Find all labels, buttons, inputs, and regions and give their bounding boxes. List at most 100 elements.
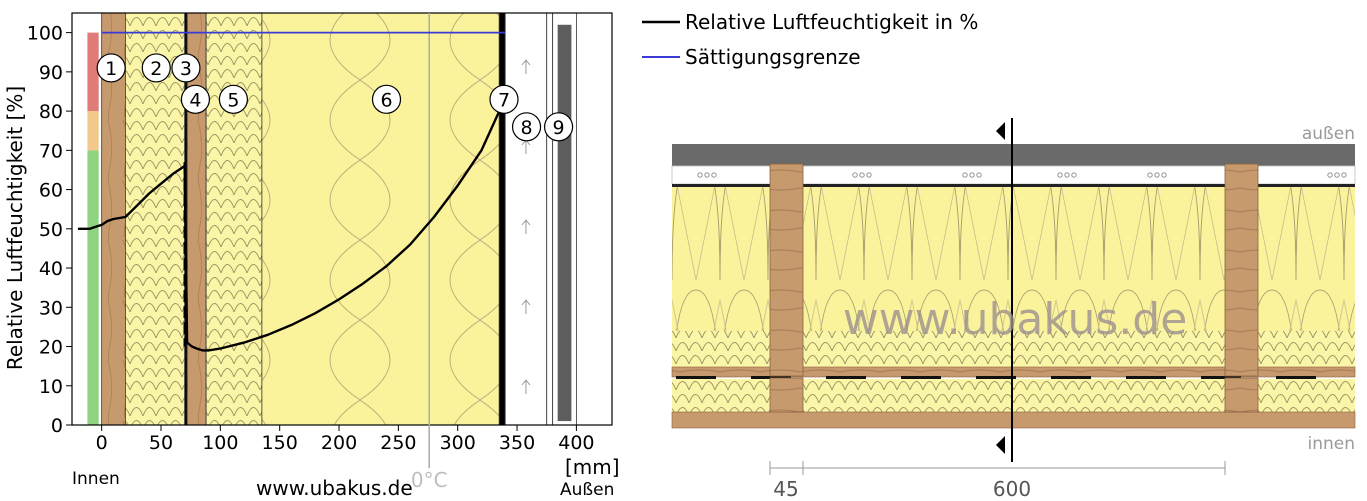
y-tick-label: 90 (39, 62, 63, 84)
membrane-dash (676, 376, 716, 379)
vent-dot (697, 172, 703, 178)
marker-circle (489, 84, 519, 114)
membrane-dash (976, 376, 1016, 379)
vent-dot (969, 172, 975, 178)
air-flow-arrow (521, 299, 531, 314)
y-tick-label: 60 (39, 180, 63, 202)
vent-dot (866, 172, 872, 178)
legend: Relative Luftfeuchtigkeit in % Sättigung… (642, 10, 978, 69)
legend-entry-rh: Relative Luftfeuchtigkeit in % (685, 10, 978, 34)
membrane-dash (751, 376, 791, 379)
layer-marker-5: 5 (218, 84, 249, 114)
vent-dot (711, 172, 717, 178)
section-stud-right (1224, 163, 1259, 377)
series-line-1 (77, 110, 501, 352)
freeze-label: 0°C (411, 468, 448, 492)
marker-label: 2 (150, 58, 162, 80)
vent-dot (704, 172, 710, 178)
section-batten-right (1224, 377, 1259, 413)
marker-label: 9 (553, 117, 565, 139)
x-tick-label: 100 (202, 432, 238, 454)
marker-label: 7 (498, 89, 510, 111)
vent-dot (976, 172, 982, 178)
x-tick-label: 300 (440, 432, 476, 454)
y-tick-label: 50 (39, 219, 63, 241)
membrane-dash (1276, 376, 1316, 379)
y-ticks: 0 10 20 30 40 50 60 70 80 90 100 (27, 23, 72, 437)
dimension-600: 600 (993, 477, 1031, 501)
dimension-line (769, 461, 1226, 475)
marker-label: 1 (105, 58, 117, 80)
layer-marker-7: 7 (489, 84, 519, 114)
comfort-band-1 (87, 150, 99, 426)
y-tick-label: 20 (39, 337, 63, 359)
y-tick-label: 30 (39, 297, 63, 319)
membrane-dash (1201, 376, 1241, 379)
marker-label: 4 (189, 89, 201, 111)
x-tick-label: 50 (149, 432, 173, 454)
legend-entry-saturation: Sättigungsgrenze (685, 45, 861, 69)
membrane-dash (1051, 376, 1091, 379)
section-watermark: www.ubakus.de (843, 294, 1188, 345)
marker-circle (371, 84, 402, 114)
membrane-dash (1126, 376, 1166, 379)
chart-series (77, 31, 506, 352)
marker-circle (180, 84, 211, 114)
comfort-band-3 (87, 32, 99, 112)
x-ticks: 0 50 100 150 200 250 300 350 400 (96, 425, 595, 454)
vent-dot (1161, 172, 1167, 178)
axis-frame (71, 12, 613, 426)
x-tick-label: 200 (321, 432, 357, 454)
vent-dot (852, 172, 858, 178)
membrane-dash (901, 376, 941, 379)
air-flow-arrow (521, 219, 531, 234)
vent-dot (859, 172, 865, 178)
inside-label: Innen (72, 469, 120, 489)
marker-label: 5 (227, 89, 239, 111)
vent-dot (1327, 172, 1333, 178)
marker-circle (141, 53, 171, 83)
layer-marker-6: 6 (371, 84, 402, 114)
vent-dot (1334, 172, 1340, 178)
y-tick-label: 70 (39, 140, 63, 162)
marker-circle (511, 112, 542, 142)
section-label-outside: außen (1302, 124, 1355, 144)
x-unit-label: [mm] (565, 455, 620, 479)
layer-marker-9: 9 (543, 112, 574, 142)
section-batten-left (769, 377, 804, 413)
chart-watermark: www.ubakus.de (256, 476, 413, 500)
x-tick-label: 400 (558, 432, 594, 454)
layer-marker-4: 4 (180, 84, 211, 114)
vent-dot (1147, 172, 1153, 178)
vent-dot (1154, 172, 1160, 178)
marker-label: 8 (521, 117, 533, 139)
plot-frame (71, 12, 613, 426)
layer-cladding-board (557, 24, 572, 422)
section-cladding (672, 144, 1355, 166)
layer-9 (546, 12, 554, 426)
vent-dot (1341, 172, 1347, 178)
comfort-bands (87, 32, 99, 426)
wall-layers (101, 12, 577, 426)
layer-marker-1: 1 (96, 53, 126, 83)
y-tick-label: 0 (51, 415, 63, 437)
layer-5 (205, 12, 263, 426)
marker-circle (96, 53, 126, 83)
vent-dot (962, 172, 968, 178)
layer-marker-8: 8 (511, 112, 542, 142)
air-flow-arrow (521, 59, 531, 74)
x-tick-label: 150 (262, 432, 298, 454)
vent-dot (1071, 172, 1077, 178)
x-tick-label: 350 (499, 432, 535, 454)
layer-marker-3: 3 (171, 53, 201, 83)
layer-marker-2: 2 (141, 53, 171, 83)
section-stud-left (769, 163, 804, 377)
vent-dot (1064, 172, 1070, 178)
air-flow-arrow (521, 379, 531, 394)
layer-6 (261, 12, 500, 426)
marker-circle (171, 53, 201, 83)
section-membrane-inner (676, 376, 1316, 379)
section-cut-arrow-top (996, 122, 1005, 140)
section-cut-arrow-bottom (996, 436, 1005, 454)
y-tick-label: 10 (39, 376, 63, 398)
